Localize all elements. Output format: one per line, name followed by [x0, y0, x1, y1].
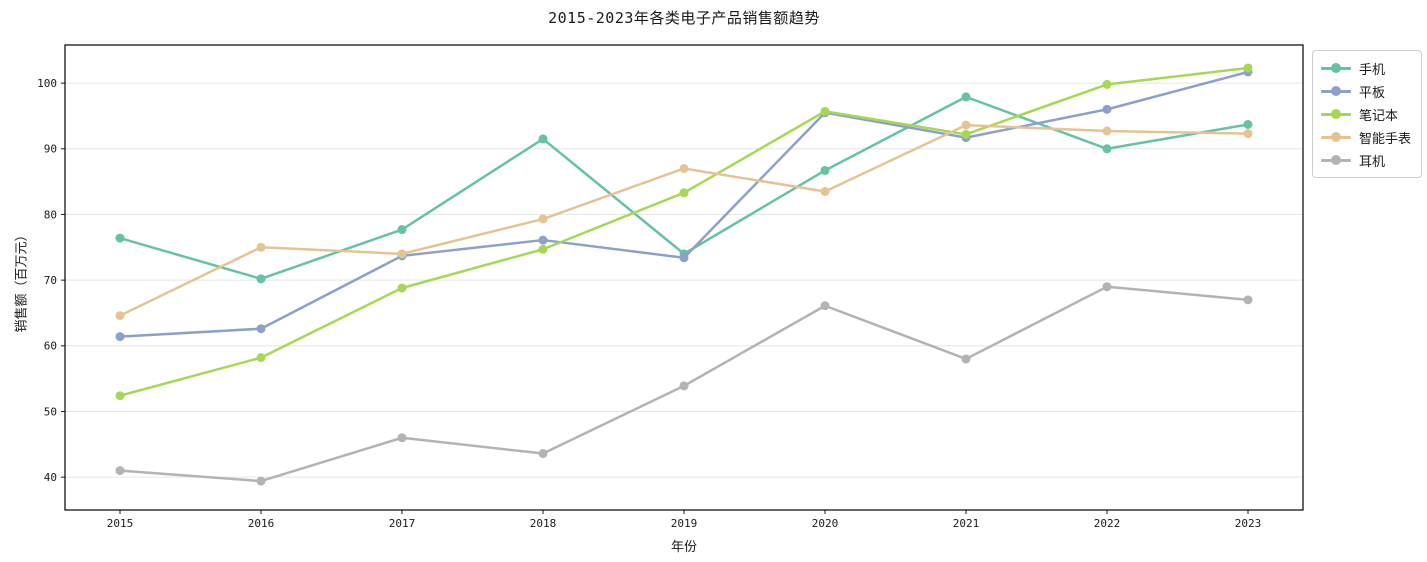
data-point-4-5 [820, 301, 830, 311]
data-point-4-1 [256, 476, 266, 486]
data-point-4-4 [679, 381, 689, 391]
data-point-4-0 [115, 466, 125, 476]
x-tick-label: 2019 [671, 517, 698, 530]
data-point-4-7 [1102, 282, 1112, 292]
x-tick-label: 2023 [1235, 517, 1262, 530]
x-tick-label: 2020 [812, 517, 839, 530]
x-tick-label: 2018 [530, 517, 557, 530]
legend-line-marker-icon [1321, 132, 1351, 142]
data-point-0-6 [961, 92, 971, 102]
data-point-4-2 [397, 433, 407, 443]
data-point-1-0 [115, 332, 125, 342]
data-point-3-1 [256, 242, 266, 252]
data-point-2-7 [1102, 79, 1112, 89]
data-point-1-3 [538, 235, 548, 245]
data-point-3-7 [1102, 126, 1112, 136]
data-point-3-8 [1243, 129, 1253, 139]
data-point-2-4 [679, 188, 689, 198]
legend: 手机平板笔记本智能手表耳机 [1312, 50, 1423, 178]
series-line-2 [118, 66, 1250, 397]
legend-label: 耳机 [1359, 154, 1386, 170]
legend-item: 智能手表 [1321, 127, 1411, 147]
data-point-4-3 [538, 449, 548, 459]
y-tick-label: 100 [37, 77, 57, 90]
y-tick-label: 60 [44, 340, 57, 353]
data-point-0-2 [397, 225, 407, 235]
data-point-4-6 [961, 354, 971, 364]
x-axis-label: 年份 [670, 540, 697, 555]
data-point-4-8 [1243, 295, 1253, 305]
data-point-1-7 [1102, 104, 1112, 114]
x-tick-label: 2022 [1094, 517, 1121, 530]
legend-item: 平板 [1321, 81, 1411, 101]
legend-line-marker-icon [1321, 155, 1351, 165]
x-tick-label: 2016 [248, 517, 275, 530]
x-tick-label: 2021 [953, 517, 980, 530]
y-tick-label: 70 [44, 274, 57, 287]
plot-frame [64, 44, 1304, 511]
data-point-2-1 [256, 353, 266, 363]
y-tick-label: 90 [44, 143, 57, 156]
legend-item: 耳机 [1321, 150, 1411, 170]
y-tick-label: 40 [44, 471, 57, 484]
data-point-3-0 [115, 311, 125, 321]
legend-label: 平板 [1359, 85, 1386, 101]
legend-item: 笔记本 [1321, 104, 1411, 124]
data-point-2-8 [1243, 63, 1253, 73]
chart-title: 2015-2023年各类电子产品销售额趋势 [548, 9, 820, 27]
series-line-1 [118, 70, 1250, 338]
data-point-3-2 [397, 249, 407, 259]
x-tick-label: 2017 [389, 517, 416, 530]
data-point-3-4 [679, 163, 689, 173]
y-axis-label: 销售额（百万元） [14, 228, 30, 333]
data-point-2-2 [397, 283, 407, 293]
data-point-1-1 [256, 324, 266, 334]
data-point-0-8 [1243, 119, 1253, 129]
series-line-3 [118, 123, 1250, 317]
data-point-3-5 [820, 186, 830, 196]
data-point-3-3 [538, 214, 548, 224]
data-point-0-1 [256, 274, 266, 284]
y-tick-label: 80 [44, 208, 57, 221]
data-point-2-3 [538, 244, 548, 254]
data-point-0-5 [820, 165, 830, 175]
legend-line-marker-icon [1321, 86, 1351, 96]
legend-label: 笔记本 [1359, 108, 1399, 124]
data-point-3-6 [961, 120, 971, 130]
legend-line-marker-icon [1321, 63, 1351, 73]
data-point-0-7 [1102, 144, 1112, 154]
data-point-1-4 [679, 253, 689, 263]
legend-label: 智能手表 [1359, 131, 1412, 147]
y-tick-label: 50 [44, 405, 57, 418]
data-point-2-6 [961, 129, 971, 139]
data-point-2-5 [820, 106, 830, 116]
legend-line-marker-icon [1321, 109, 1351, 119]
x-tick-label: 2015 [107, 517, 134, 530]
data-point-0-3 [538, 134, 548, 144]
data-point-0-0 [115, 233, 125, 243]
legend-label: 手机 [1359, 62, 1386, 78]
data-point-2-0 [115, 391, 125, 401]
legend-item: 手机 [1321, 58, 1411, 78]
